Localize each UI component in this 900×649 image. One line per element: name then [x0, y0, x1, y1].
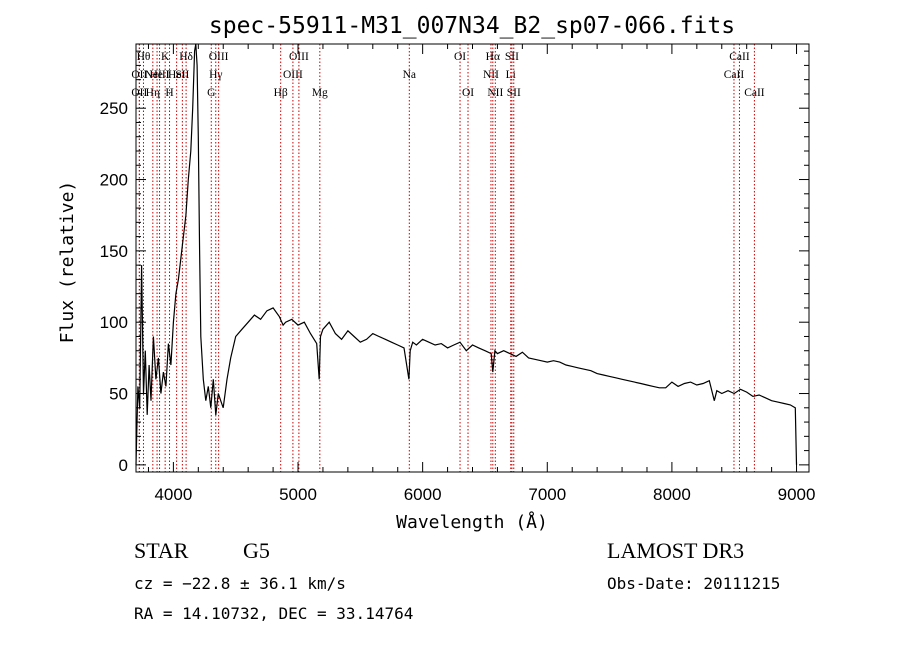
spectral-line-label: Na	[403, 69, 416, 81]
spectral-line-label: H	[165, 87, 173, 99]
spectral-line-label: NII	[487, 87, 503, 99]
spectral-line-label: CaII	[729, 51, 750, 63]
ra-dec-coordinates: RA = 14.10732, DEC = 33.14764	[134, 604, 414, 623]
plot-frame	[135, 43, 810, 473]
spectrum-series-line	[135, 43, 798, 465]
spectral-line-label: OIII	[209, 51, 229, 63]
spectral-line-label: HeI	[168, 69, 185, 81]
y-tick-label: 100	[100, 313, 128, 332]
spectrum-chart: spec-55911-M31_007N34_B2_sp07-066.fits H…	[57, 13, 816, 533]
x-axis-label: Wavelength (Å)	[396, 511, 548, 533]
x-tick-label: 8000	[653, 485, 691, 504]
axis-ticks: 4000 5000 6000 7000 8000 9000 0 50 100 150 200 250	[100, 44, 816, 504]
chart-title: spec-55911-M31_007N34_B2_sp07-066.fits	[209, 13, 735, 39]
object-subclass: G5	[243, 538, 270, 563]
y-tick-label: 250	[100, 99, 128, 118]
spectral-line-label: Hη	[146, 87, 160, 99]
spectral-line-label: Hβ	[274, 87, 288, 99]
observation-date: Obs-Date: 20111215	[607, 574, 781, 593]
spectral-line-label: Hδ	[179, 51, 193, 63]
spectral-line-label: CaII	[744, 87, 765, 99]
spectral-line-label: Mg	[312, 87, 328, 99]
y-tick-label: 200	[100, 171, 128, 190]
spectral-line-label: OII	[131, 69, 147, 81]
spectral-line-label: Hγ	[209, 69, 222, 81]
object-class: STAR	[134, 538, 189, 563]
spectral-line-label: K	[161, 51, 170, 63]
spectral-line-label: G	[207, 87, 215, 99]
spectral-line-label: Hα	[486, 51, 500, 63]
spectral-line-label: OIII	[283, 69, 303, 81]
spectral-line-label: Li	[506, 69, 516, 81]
redshift-cz: cz = −22.8 ± 36.1 km/s	[134, 574, 346, 593]
spectral-line-label: Hθ	[137, 51, 151, 63]
spectral-line-label: CaII	[724, 69, 745, 81]
spectral-line-label: OIII	[289, 51, 309, 63]
y-tick-label: 50	[109, 385, 128, 404]
spectral-line-label: SII	[507, 87, 521, 99]
spectral-line-label: OII	[131, 87, 147, 99]
x-tick-label: 4000	[154, 485, 192, 504]
x-tick-label: 5000	[279, 485, 317, 504]
y-axis-label: Flux (relative)	[57, 181, 78, 344]
spectral-line-label: SII	[505, 51, 519, 63]
spectral-line-label: NeIII	[145, 69, 170, 81]
spectral-line-label: He I	[149, 69, 169, 81]
x-tick-label: 9000	[778, 485, 816, 504]
y-tick-label: 0	[119, 456, 128, 475]
x-tick-label: 6000	[404, 485, 442, 504]
y-tick-label: 150	[100, 242, 128, 261]
spectral-line-label: OI	[454, 51, 466, 63]
spectral-line-label: OI	[462, 87, 474, 99]
spectral-line-label: NII	[483, 69, 499, 81]
x-tick-label: 7000	[528, 485, 566, 504]
spectral-line-label: SII	[175, 69, 189, 81]
survey-name: LAMOST DR3	[607, 538, 745, 563]
